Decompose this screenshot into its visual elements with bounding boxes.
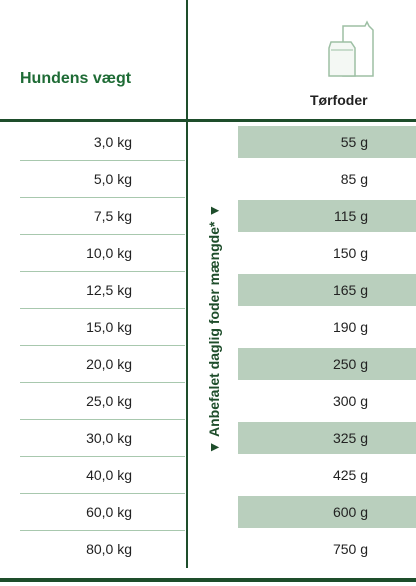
weight-cell: 10,0 kg — [86, 245, 132, 261]
food-bag-icon — [328, 20, 374, 77]
food-header: Tørfoder — [310, 92, 368, 108]
weight-cell: 60,0 kg — [86, 504, 132, 520]
side-label: ▼ Anbefalet daglig foder mængde* ▼ — [206, 203, 222, 455]
food-cell: 425 g — [332, 467, 368, 483]
weight-cell: 20,0 kg — [86, 356, 132, 372]
food-cell: 300 g — [332, 393, 368, 409]
bottom-rule — [0, 578, 416, 582]
weight-cell: 30,0 kg — [86, 430, 132, 446]
food-cell: 85 g — [340, 171, 368, 187]
food-cell: 250 g — [332, 356, 368, 372]
weight-cell: 80,0 kg — [86, 541, 132, 557]
column-divider — [186, 0, 188, 568]
row-separator — [20, 530, 185, 531]
food-cell: 165 g — [332, 282, 368, 298]
weight-cell: 5,0 kg — [93, 171, 132, 187]
row-separator — [20, 308, 185, 309]
row-shade — [238, 496, 416, 528]
row-shade — [238, 422, 416, 454]
header-rule — [0, 119, 416, 122]
row-shade — [238, 274, 416, 306]
row-separator — [20, 197, 185, 198]
row-shade — [238, 348, 416, 380]
weight-cell: 25,0 kg — [86, 393, 132, 409]
weight-cell: 40,0 kg — [86, 467, 132, 483]
row-separator — [20, 419, 185, 420]
food-cell: 190 g — [332, 319, 368, 335]
weight-cell: 7,5 kg — [93, 208, 132, 224]
food-cell: 750 g — [332, 541, 368, 557]
food-cell: 325 g — [332, 430, 368, 446]
food-cell: 55 g — [340, 134, 368, 150]
weight-header: Hundens vægt — [20, 70, 132, 87]
row-separator — [20, 382, 185, 383]
row-separator — [20, 456, 185, 457]
weight-cell: 3,0 kg — [93, 134, 132, 150]
row-shade — [238, 126, 416, 158]
food-cell: 115 g — [334, 208, 368, 224]
row-separator — [20, 160, 185, 161]
weight-cell: 12,5 kg — [86, 282, 132, 298]
row-separator — [20, 234, 185, 235]
row-separator — [20, 345, 185, 346]
row-shade — [238, 200, 416, 232]
row-separator — [20, 493, 185, 494]
row-separator — [20, 271, 185, 272]
weight-cell: 15,0 kg — [86, 319, 132, 335]
food-cell: 150 g — [332, 245, 368, 261]
food-cell: 600 g — [332, 504, 368, 520]
